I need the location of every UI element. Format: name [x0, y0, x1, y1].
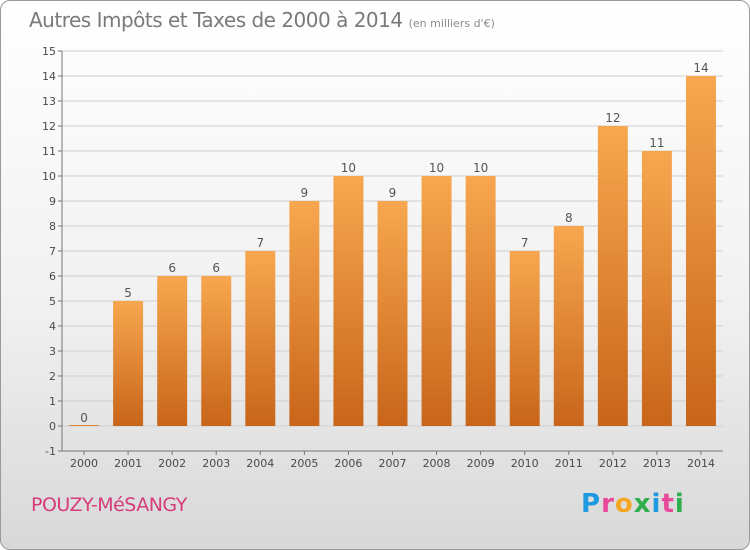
y-tick-label: 10: [42, 170, 56, 183]
x-tick-label: 2006: [334, 457, 362, 470]
value-label: 14: [693, 61, 708, 75]
bar-2003: [201, 276, 232, 426]
x-tick-label: 2005: [290, 457, 318, 470]
y-tick-label: 0: [49, 420, 56, 433]
y-tick-label: 9: [49, 195, 56, 208]
value-label: 7: [256, 236, 264, 250]
y-tick-label: 2: [49, 370, 56, 383]
y-tick-label: 12: [42, 120, 56, 133]
logo-letter: o: [614, 489, 634, 519]
y-tick-label: 3: [49, 345, 56, 358]
chart-title: Autres Impôts et Taxes de 2000 à 2014 (en…: [29, 8, 495, 32]
bar-2007: [377, 201, 408, 426]
y-tick-label: 13: [42, 95, 56, 108]
y-tick-label: 1: [49, 395, 56, 408]
bar-2014: [685, 76, 716, 426]
y-tick-label: 11: [42, 145, 56, 158]
x-tick-label: 2004: [246, 457, 274, 470]
x-tick-label: 2009: [467, 457, 495, 470]
logo-letter: i: [651, 489, 662, 519]
x-tick-label: 2001: [114, 457, 142, 470]
value-label: 5: [124, 286, 132, 300]
y-tick-label: 4: [49, 320, 56, 333]
bar-2000: [69, 425, 100, 426]
chart-unit-note: (en milliers d'€): [408, 17, 495, 30]
value-label: 11: [649, 136, 664, 150]
x-tick-label: 2012: [599, 457, 627, 470]
logo-letter: r: [601, 489, 615, 519]
y-tick-label: 5: [49, 295, 56, 308]
bar-2013: [641, 151, 672, 426]
value-label: 6: [168, 261, 176, 275]
value-label: 10: [473, 161, 488, 175]
bar-2011: [553, 226, 584, 426]
x-tick-label: 2008: [423, 457, 451, 470]
value-label: 9: [389, 186, 397, 200]
value-label: 6: [212, 261, 220, 275]
x-tick-label: 2003: [202, 457, 230, 470]
y-tick-label: 7: [49, 245, 56, 258]
y-tick-label: 14: [42, 70, 56, 83]
y-tick-label: 15: [42, 45, 56, 58]
bar-2010: [509, 251, 540, 426]
value-label: 7: [521, 236, 529, 250]
logo-letter: x: [633, 489, 652, 519]
bar-2012: [597, 126, 628, 426]
value-label: 12: [605, 111, 620, 125]
logo-letter: i: [674, 489, 685, 519]
value-label: 8: [565, 211, 573, 225]
x-tick-label: 2007: [379, 457, 407, 470]
proxiti-logo: Proxiti: [581, 489, 685, 519]
value-label: 10: [429, 161, 444, 175]
bar-2001: [113, 301, 144, 426]
y-tick-label: 8: [49, 220, 56, 233]
bar-2002: [157, 276, 188, 426]
bar-2005: [289, 201, 320, 426]
bar-2009: [465, 176, 496, 426]
bar-2008: [421, 176, 452, 426]
y-tick-label: 6: [49, 270, 56, 283]
commune-name: POUZY-MéSANGY: [31, 494, 187, 516]
chart-title-text: Autres Impôts et Taxes de 2000 à 2014: [29, 8, 403, 32]
logo-letter: t: [661, 489, 675, 519]
x-tick-label: 2000: [70, 457, 98, 470]
x-tick-label: 2010: [511, 457, 539, 470]
value-label: 0: [80, 411, 88, 425]
y-tick-label: -1: [45, 445, 56, 458]
logo-letter: P: [581, 489, 602, 519]
x-tick-label: 2013: [643, 457, 671, 470]
value-label: 9: [301, 186, 309, 200]
x-tick-label: 2011: [555, 457, 583, 470]
bar-2006: [333, 176, 364, 426]
x-tick-label: 2014: [687, 457, 715, 470]
x-tick-label: 2002: [158, 457, 186, 470]
bar-2004: [245, 251, 276, 426]
value-label: 10: [341, 161, 356, 175]
